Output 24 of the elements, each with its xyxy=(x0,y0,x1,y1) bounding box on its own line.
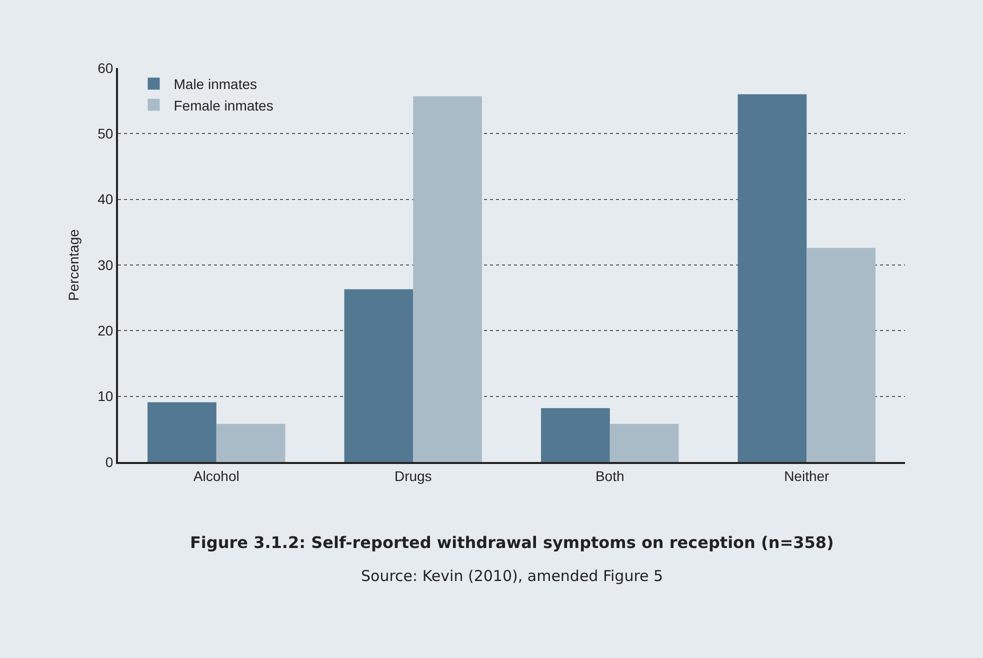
bar xyxy=(344,289,414,462)
y-tick-label: 30 xyxy=(98,256,114,273)
bar xyxy=(216,424,286,462)
y-tick-label: 20 xyxy=(98,322,114,339)
text: Figure 3.1.2: Self-reported withdrawal symptoms on reception (n=358) xyxy=(190,533,834,552)
x-tick-label: Neither xyxy=(784,468,830,484)
y-tick-label: 60 xyxy=(98,60,114,76)
x-tick-label: Both xyxy=(595,468,624,484)
y-tick-label: 0 xyxy=(105,454,114,470)
x-tick-label: Drugs xyxy=(394,468,432,484)
source-note: Source: Kevin (2010), amended Figure 5 xyxy=(361,567,664,585)
bar xyxy=(413,96,482,462)
bar xyxy=(806,248,876,462)
x-tick-label: Alcohol xyxy=(193,468,240,484)
bar xyxy=(738,94,807,462)
bar xyxy=(610,424,679,462)
legend-label: Female inmates xyxy=(174,97,274,114)
y-tick-label: 40 xyxy=(98,191,114,208)
y-tick-label: 50 xyxy=(98,126,114,142)
bar xyxy=(541,408,610,462)
bar xyxy=(148,402,216,462)
legend-label: Male inmates xyxy=(174,76,258,92)
y-tick-label: 10 xyxy=(98,388,114,404)
y-axis-title: Percentage xyxy=(66,228,82,301)
